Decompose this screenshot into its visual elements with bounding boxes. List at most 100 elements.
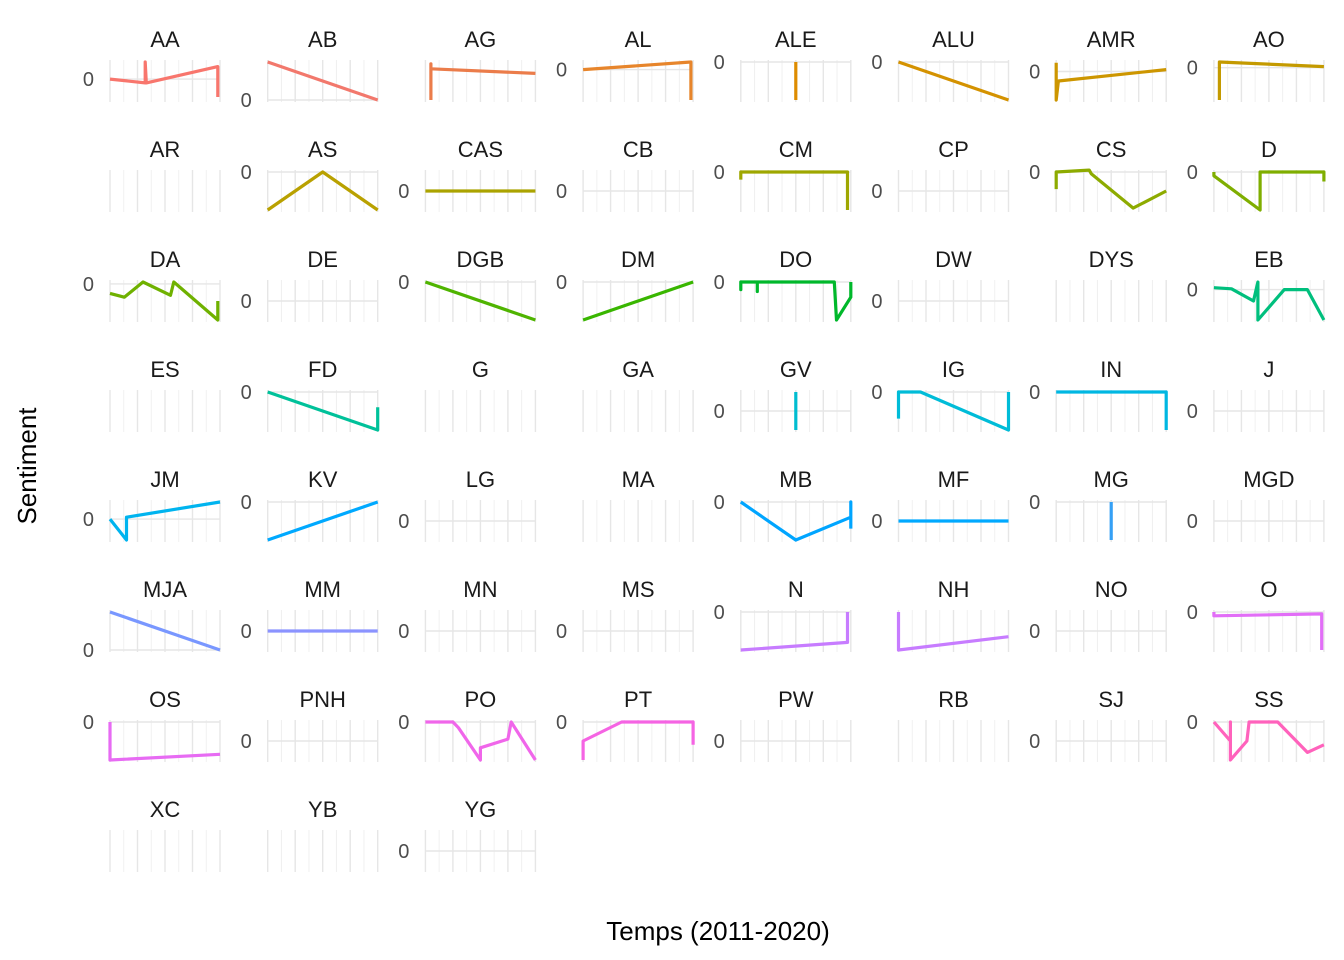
y-tick-label-zero: 0 xyxy=(398,511,409,533)
y-tick-label-zero: 0 xyxy=(1187,58,1198,80)
facet-pnh: PNH 0 xyxy=(241,687,379,762)
series-line-os xyxy=(108,722,221,762)
facet-title: AA xyxy=(150,27,180,52)
series-line-in xyxy=(1056,390,1168,430)
facet-title: MA xyxy=(622,467,655,492)
facet-ar: AR xyxy=(109,137,221,212)
facet-mb: MB 0 xyxy=(714,467,853,542)
facet-title: SJ xyxy=(1098,687,1124,712)
x-axis-title: Temps (2011-2020) xyxy=(606,916,830,946)
facet-yg: YG 0 xyxy=(398,797,537,872)
facet-ao: AO 0 xyxy=(1187,27,1325,102)
y-tick-label-zero: 0 xyxy=(714,731,725,753)
facet-ma: MA xyxy=(582,467,694,542)
facet-title: EB xyxy=(1254,247,1283,272)
facet-cas: CAS 0 xyxy=(398,137,537,212)
series-line-fd xyxy=(267,390,380,432)
facet-title: G xyxy=(472,357,489,382)
facet-cs: CS 0 xyxy=(1029,137,1167,212)
y-tick-label-zero: 0 xyxy=(1029,621,1040,643)
facet-title: N xyxy=(788,577,804,602)
facet-title: AMR xyxy=(1087,27,1136,52)
y-tick-label-zero: 0 xyxy=(871,291,882,313)
facet-title: PT xyxy=(624,687,652,712)
facet-d: D0 xyxy=(1187,137,1326,212)
facet-rb: RB xyxy=(897,687,1010,762)
facet-in: IN 0 xyxy=(1029,357,1168,432)
y-tick-label-zero: 0 xyxy=(241,291,252,313)
facet-title: CS xyxy=(1096,137,1127,162)
series-line-al xyxy=(582,60,693,100)
y-tick-label-zero: 0 xyxy=(83,640,94,662)
facet-ss: SS 0 xyxy=(1187,687,1325,762)
y-tick-label-zero: 0 xyxy=(1187,401,1198,423)
series-line-cs xyxy=(1054,168,1167,210)
facet-title: XC xyxy=(150,797,181,822)
y-tick-label-zero: 0 xyxy=(241,621,252,643)
facet-pt: PT 0 xyxy=(556,687,695,762)
facet-title: ES xyxy=(150,357,179,382)
facet-title: OS xyxy=(149,687,181,712)
facet-title: PW xyxy=(778,687,814,712)
facet-title: CB xyxy=(623,137,654,162)
facet-title: CM xyxy=(779,137,813,162)
facet-title: DM xyxy=(621,247,655,272)
facet-o: O0 xyxy=(1187,577,1325,652)
y-tick-label-zero: 0 xyxy=(714,492,725,514)
facet-title: DGB xyxy=(457,247,505,272)
y-tick-label-zero: 0 xyxy=(398,841,409,863)
facet-mm: MM 0 xyxy=(241,577,379,652)
y-tick-label-zero: 0 xyxy=(241,162,252,184)
series-line-ab xyxy=(267,60,379,102)
facet-title: NH xyxy=(938,577,970,602)
facet-xc: XC xyxy=(109,797,221,872)
y-tick-label-zero: 0 xyxy=(556,272,567,294)
series-line-as xyxy=(266,170,379,212)
y-tick-label-zero: 0 xyxy=(241,731,252,753)
facet-dm: DM 0 xyxy=(556,247,694,322)
facet-title: GA xyxy=(622,357,654,382)
facet-title: DA xyxy=(150,247,181,272)
series-line-mb xyxy=(739,500,853,542)
facet-n: N0 xyxy=(714,577,852,652)
facet-title: AB xyxy=(308,27,337,52)
y-tick-label-zero: 0 xyxy=(1029,62,1040,84)
facet-cm: CM 0 xyxy=(714,137,852,212)
y-tick-label-zero: 0 xyxy=(398,181,409,203)
facet-mja: MJA 0 xyxy=(83,577,221,662)
facet-title: MGD xyxy=(1243,467,1294,492)
y-tick-label-zero: 0 xyxy=(1187,602,1198,624)
y-tick-label-zero: 0 xyxy=(241,90,252,112)
facet-as: AS 0 xyxy=(241,137,379,212)
series-line-aa xyxy=(109,60,220,97)
facet-ga: GA xyxy=(582,357,694,432)
series-line-mja xyxy=(109,610,221,652)
series-line-alu xyxy=(897,60,1010,102)
y-tick-label-zero: 0 xyxy=(556,181,567,203)
y-tick-label-zero: 0 xyxy=(714,602,725,624)
y-tick-label-zero: 0 xyxy=(1187,280,1198,302)
facet-es: ES xyxy=(109,357,221,432)
facet-title: ALU xyxy=(932,27,975,52)
facet-title: AR xyxy=(150,137,181,162)
y-tick-label-zero: 0 xyxy=(871,52,882,74)
facet-eb: EB 0 xyxy=(1187,247,1326,322)
y-tick-label-zero: 0 xyxy=(714,162,725,184)
y-tick-label-zero: 0 xyxy=(714,272,725,294)
facet-title: MG xyxy=(1093,467,1128,492)
series-line-po xyxy=(425,720,537,762)
facet-title: NO xyxy=(1095,577,1128,602)
facet-title: J xyxy=(1263,357,1274,382)
facet-title: DYS xyxy=(1089,247,1134,272)
y-tick-label-zero: 0 xyxy=(241,492,252,514)
facet-jm: JM 0 xyxy=(83,467,221,542)
facet-sj: SJ 0 xyxy=(1029,687,1167,762)
facet-ale: ALE 0 xyxy=(714,27,852,102)
y-tick-label-zero: 0 xyxy=(1187,712,1198,734)
facet-title: MJA xyxy=(143,577,187,602)
y-tick-label-zero: 0 xyxy=(871,382,882,404)
facet-title: PNH xyxy=(299,687,345,712)
facet-dys: DYS xyxy=(1055,247,1167,322)
facet-mg: MG 0 xyxy=(1029,467,1167,542)
